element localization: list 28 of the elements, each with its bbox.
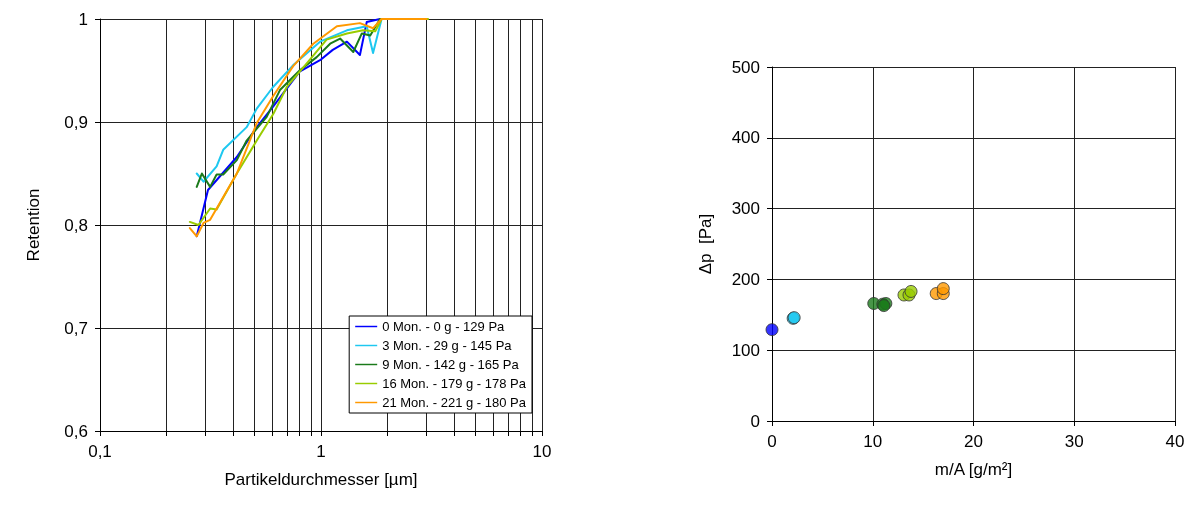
x-tick-label: 40 [1165,432,1185,451]
legend-label: 3 Mon. - 29 g - 145 Pa [382,338,513,353]
y-tick-label: 0,7 [64,318,88,338]
legend-label: 16 Mon. - 179 g - 178 Pa [382,376,527,391]
y-tick-label: 0 [750,411,760,431]
y-tick-label: 100 [731,340,760,360]
x-tick-label: 0,1 [88,442,112,461]
y-axis-title: Δp [Pa] [696,213,715,275]
x-tick-label: 30 [1064,432,1084,451]
legend-label: 9 Mon. - 142 g - 165 Pa [382,357,520,372]
y-tick-label: 400 [731,128,760,148]
y-tick-label: 300 [731,199,760,219]
y-tick-label: 0,9 [64,112,88,132]
y-axis-title: Retention [24,188,43,262]
x-tick-label: 1 [316,442,326,461]
legend-label: 0 Mon. - 0 g - 129 Pa [382,319,506,334]
y-tick-label: 200 [731,269,760,289]
y-tick-label: 0,6 [64,421,88,441]
x-tick-label: 10 [532,442,552,461]
legend-label: 21 Mon. - 221 g - 180 Pa [382,395,527,410]
y-tick-label: 1 [78,9,88,29]
y-tick-label: 500 [731,57,760,77]
x-tick-label: 0 [767,432,777,451]
x-axis-title: Partikeldurchmesser [µm] [224,470,418,489]
y-tick-label: 0,8 [64,215,88,235]
x-axis-title: m/A [g/m²] [934,460,1013,479]
x-tick-label: 20 [964,432,983,451]
x-tick-label: 10 [863,432,883,451]
